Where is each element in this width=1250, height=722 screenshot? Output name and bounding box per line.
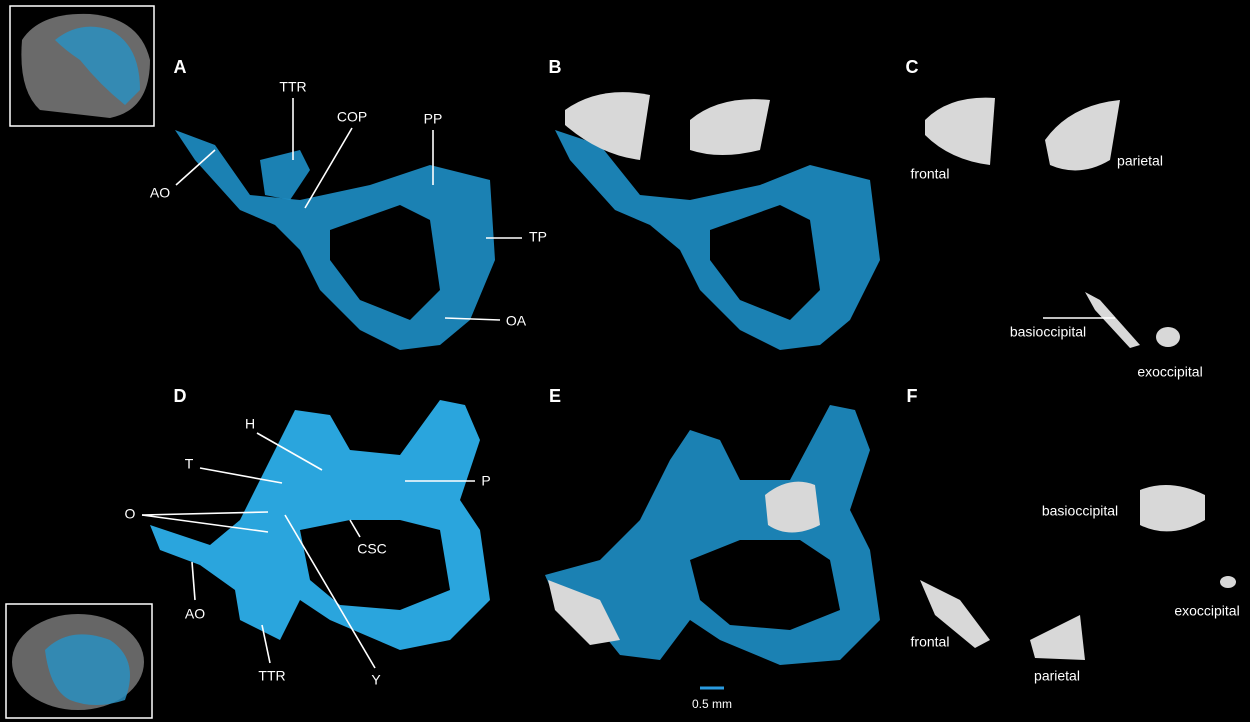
label: AO: [150, 185, 170, 201]
label: exoccipital: [1137, 364, 1202, 380]
label: PP: [424, 111, 443, 127]
label: H: [245, 416, 255, 432]
label: basioccipital: [1010, 324, 1086, 340]
label: parietal: [1117, 153, 1163, 169]
panel-letter: A: [174, 57, 187, 77]
panel-letter: F: [907, 386, 918, 406]
label: O: [125, 506, 136, 522]
label: Y: [371, 672, 381, 688]
label: TP: [529, 229, 547, 245]
panel-letter: D: [174, 386, 187, 406]
label: frontal: [911, 634, 950, 650]
label: basioccipital: [1042, 503, 1118, 519]
label: P: [481, 473, 490, 489]
panel-letter: E: [549, 386, 561, 406]
label: exoccipital: [1174, 603, 1239, 619]
label: frontal: [911, 166, 950, 182]
label: CSC: [357, 541, 387, 557]
label: parietal: [1034, 668, 1080, 684]
scale-bar-label: 0.5 mm: [692, 697, 732, 711]
label: COP: [337, 109, 367, 125]
figure: A B C D E F TTR COP PP AO TP OA frontal …: [0, 0, 1250, 722]
inset-top: [10, 6, 154, 126]
panel-letter: C: [906, 57, 919, 77]
label: TTR: [279, 79, 306, 95]
label: T: [185, 456, 194, 472]
label: AO: [185, 606, 205, 622]
inset-bottom: [6, 604, 152, 718]
label: OA: [506, 313, 527, 329]
label: TTR: [258, 668, 285, 684]
panel-letter: B: [549, 57, 562, 77]
